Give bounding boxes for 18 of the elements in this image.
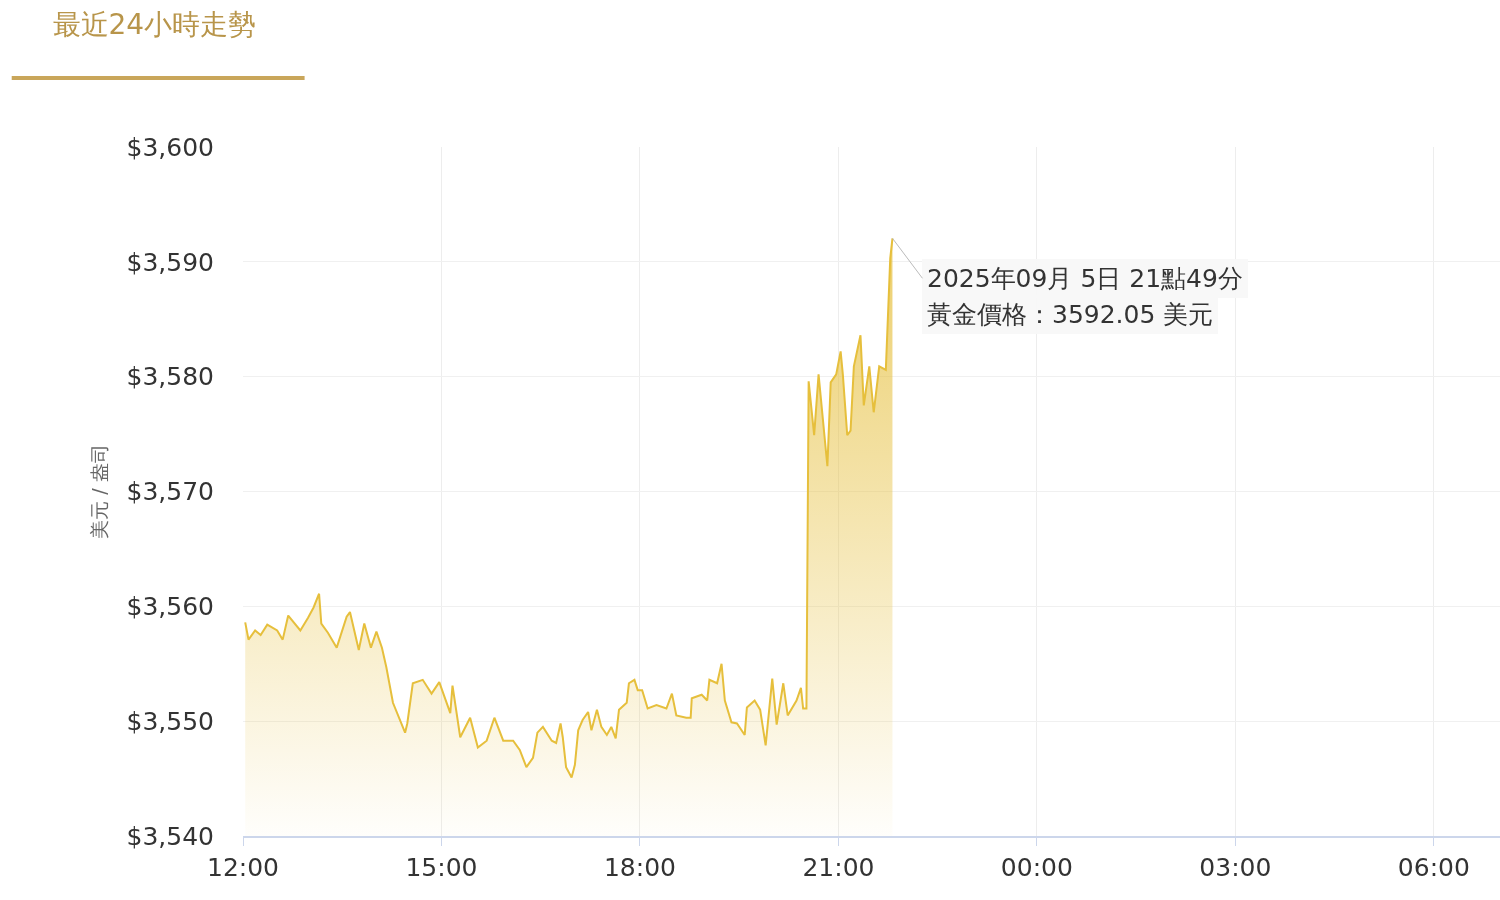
y-tick-label: $3,590 [126,247,214,277]
x-tick-label: 15:00 [405,853,478,882]
annotation: 2025年09月 5日 21點49分 [927,264,1243,293]
x-tick-label: 18:00 [603,853,676,882]
chart-title: 最近24小時走勢 [52,7,257,41]
y-axis-title: 美元 / 盎司 [88,444,111,539]
x-tick-label: 00:00 [1000,853,1073,882]
x-tick-label: 03:00 [1199,853,1272,882]
x-tick-label: 12:00 [206,853,280,882]
y-tick-label: $3,570 [126,477,214,507]
y-tick-label: $3,540 [126,821,214,851]
annotation: 黃金價格：3592.05 美元 [927,300,1214,329]
y-tick-label: $3,560 [126,592,214,622]
y-tick-label: $3,600 [126,132,214,162]
x-tick-label: 06:00 [1397,853,1470,882]
y-tick-label: $3,550 [126,706,214,736]
y-tick-label: $3,580 [126,362,214,392]
x-tick-label: 21:00 [802,853,875,882]
